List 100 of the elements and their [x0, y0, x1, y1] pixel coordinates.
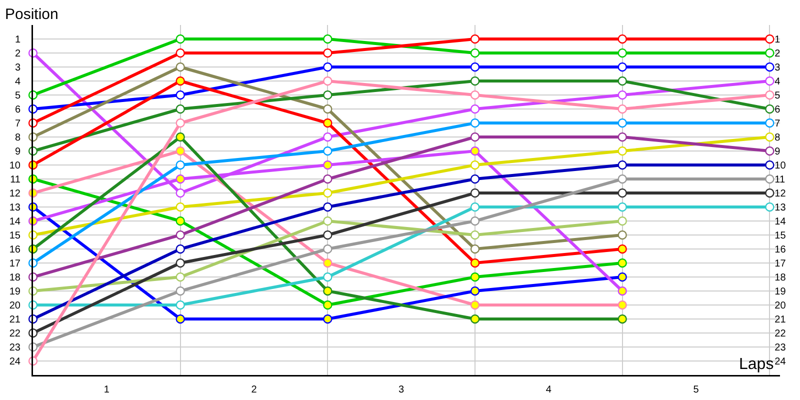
- y-tick-label: 13: [9, 202, 21, 214]
- point: [176, 132, 185, 142]
- y-tick-label: 11: [10, 174, 21, 186]
- point: [470, 34, 480, 44]
- point: [176, 34, 185, 44]
- y2-tick-label: 9: [774, 146, 781, 158]
- y2-tick-label: 23: [774, 342, 786, 354]
- y2-tick-label: 4: [774, 76, 781, 88]
- point: [323, 314, 332, 324]
- y2-tick-label: 6: [774, 104, 781, 116]
- y2-tick-label: 22: [774, 328, 786, 340]
- point: [470, 62, 480, 72]
- point: [470, 188, 480, 198]
- y-tick-label: 18: [9, 272, 21, 284]
- point: [618, 300, 627, 310]
- point: [618, 286, 627, 296]
- point: [765, 62, 774, 72]
- point: [618, 202, 627, 212]
- point: [618, 244, 627, 254]
- point: [470, 76, 480, 86]
- point: [323, 300, 332, 310]
- y-tick-label: 16: [9, 244, 21, 256]
- point: [765, 202, 774, 212]
- point: [618, 188, 627, 198]
- point: [470, 300, 480, 310]
- point: [470, 174, 480, 184]
- point: [618, 34, 627, 44]
- point: [176, 244, 185, 254]
- point: [765, 174, 774, 184]
- point: [765, 132, 774, 142]
- y2-tick-label: 2: [774, 48, 781, 60]
- x-tick-label: 3: [398, 384, 405, 396]
- point: [618, 314, 627, 324]
- y-tick-label: 5: [14, 90, 21, 102]
- point: [618, 62, 627, 72]
- y2-tick-label: 5: [774, 90, 781, 102]
- point: [323, 104, 332, 114]
- x-tick-label: 2: [251, 384, 258, 396]
- y2-tick-label: 13: [774, 202, 786, 214]
- y-axis-title: Position: [5, 6, 58, 23]
- point: [323, 146, 332, 156]
- point: [176, 202, 185, 212]
- point: [618, 48, 627, 58]
- y-tick-label: 8: [14, 132, 21, 144]
- point: [470, 146, 480, 156]
- y-tick-label: 9: [14, 146, 21, 158]
- point: [176, 160, 185, 170]
- y2-tick-label: 10: [774, 160, 786, 172]
- point: [765, 48, 774, 58]
- point: [176, 314, 185, 324]
- point: [176, 258, 185, 268]
- y-tick-label: 3: [14, 62, 21, 74]
- y2-tick-label: 8: [774, 132, 781, 144]
- point: [765, 146, 774, 156]
- point: [470, 286, 480, 296]
- y-tick-label: 6: [14, 104, 21, 116]
- point: [323, 48, 332, 58]
- point: [176, 90, 185, 100]
- point: [618, 174, 627, 184]
- y-tick-label: 17: [9, 258, 21, 270]
- point: [618, 216, 627, 226]
- y2-tick-label: 15: [774, 230, 786, 242]
- point: [618, 272, 627, 282]
- point: [618, 118, 627, 128]
- point: [176, 300, 185, 310]
- point: [470, 230, 480, 240]
- y-tick-label: 22: [9, 328, 21, 340]
- point: [618, 104, 627, 114]
- point: [323, 258, 332, 268]
- y-tick-label: 23: [9, 342, 21, 354]
- point: [323, 286, 332, 296]
- point: [323, 118, 332, 128]
- point: [176, 62, 185, 72]
- x-tick-label: 4: [546, 384, 552, 396]
- point: [765, 34, 774, 44]
- point: [618, 76, 627, 86]
- point: [470, 314, 480, 324]
- point: [323, 230, 332, 240]
- point: [176, 174, 185, 184]
- y2-tick-label: 14: [774, 216, 786, 228]
- point: [765, 160, 774, 170]
- point: [618, 132, 627, 142]
- point: [765, 118, 774, 128]
- point: [618, 160, 627, 170]
- point: [323, 132, 332, 142]
- point: [323, 34, 332, 44]
- y-tick-label: 10: [9, 160, 21, 172]
- y2-tick-label: 24: [774, 356, 786, 368]
- y2-tick-label: 11: [774, 174, 786, 186]
- point: [176, 118, 185, 128]
- point: [323, 76, 332, 86]
- point: [176, 272, 185, 282]
- point: [176, 48, 185, 58]
- point: [323, 272, 332, 282]
- y2-tick-label: 17: [774, 258, 786, 270]
- point: [323, 202, 332, 212]
- y-tick-label: 15: [9, 230, 21, 242]
- y2-tick-label: 3: [774, 62, 781, 74]
- point: [470, 48, 480, 58]
- point: [470, 132, 480, 142]
